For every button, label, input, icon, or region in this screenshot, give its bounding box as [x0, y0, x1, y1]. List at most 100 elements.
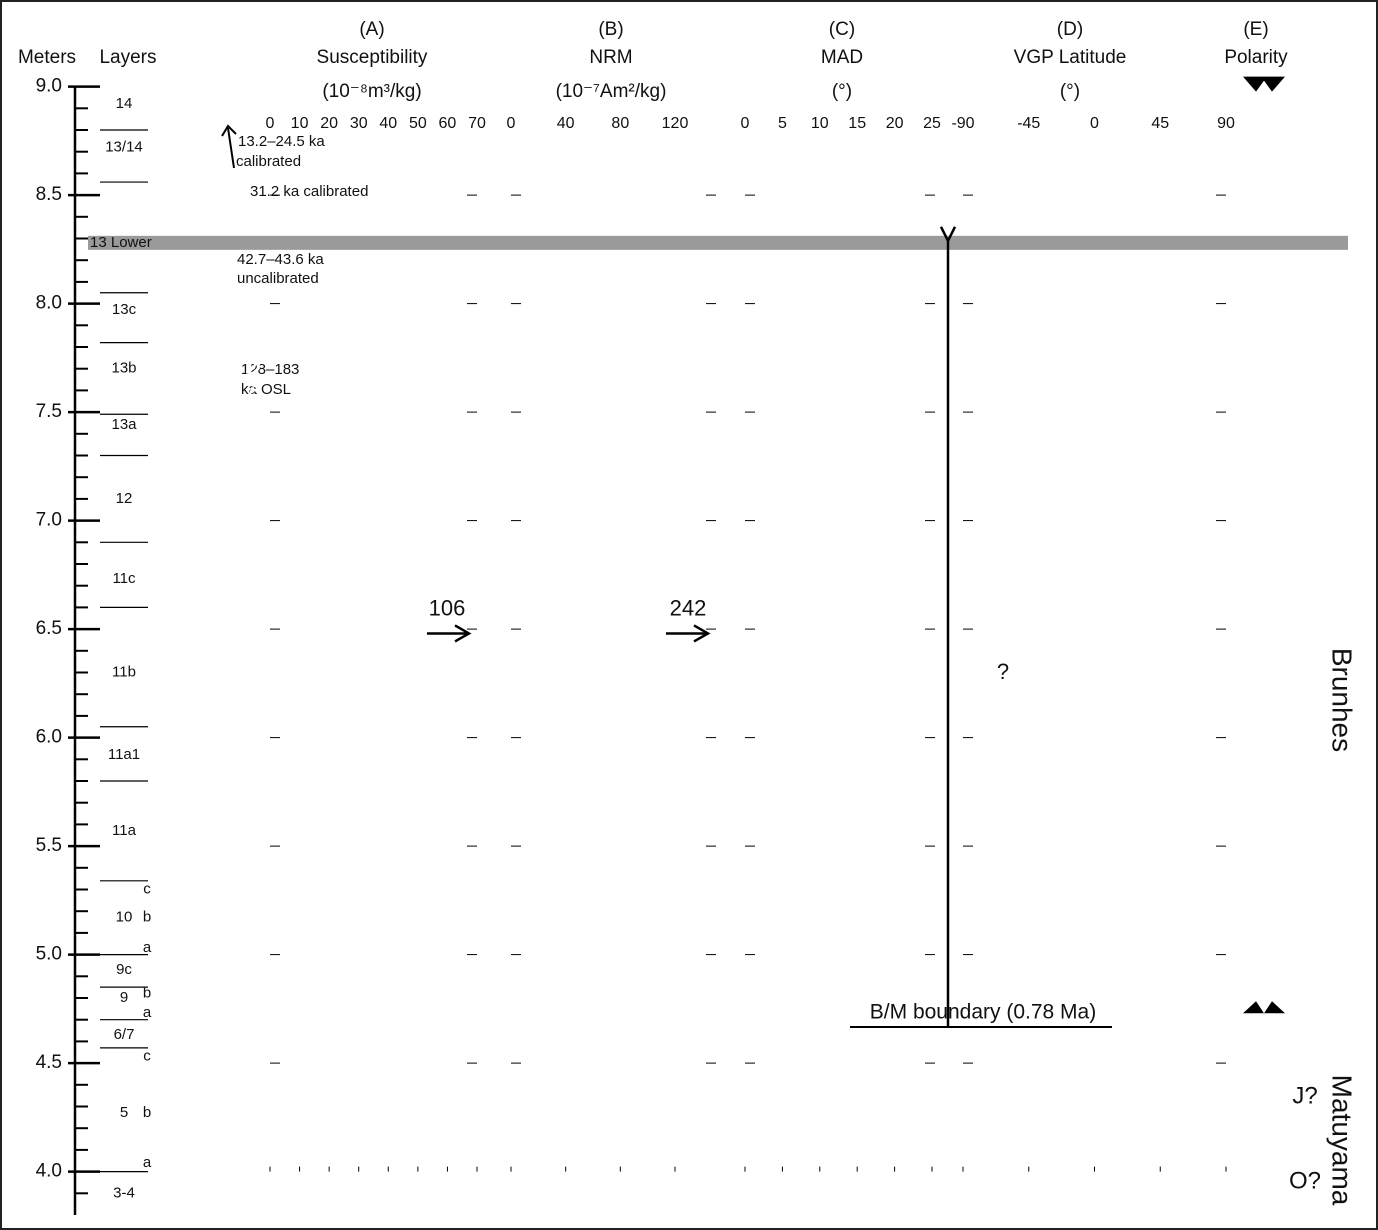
date-note: ka OSL [241, 381, 291, 398]
data-point [1184, 950, 1194, 960]
layer-name: 13/14 [105, 138, 143, 155]
data-point [777, 526, 787, 536]
data-point [785, 707, 795, 717]
data-point [1160, 368, 1170, 378]
data-point [321, 570, 331, 580]
layer-name: 11a1 [108, 746, 140, 763]
depth-tick-label: 8.0 [36, 293, 62, 314]
data-point [1031, 179, 1041, 189]
panel-unit: (°) [1060, 81, 1080, 102]
column-break [1243, 76, 1285, 92]
sublayer-name: c [143, 1048, 151, 1065]
tools-label: Lower Paleolithic tools [244, 361, 265, 568]
data-point [777, 650, 787, 660]
spike-arrow [666, 624, 711, 643]
depth-tick-label: 5.5 [36, 835, 62, 856]
x-tick-label: 0 [507, 115, 516, 132]
date-note: uncalibrated [237, 270, 319, 287]
x-tick-label: 0 [1090, 115, 1099, 132]
data-point [324, 809, 334, 819]
data-point [1163, 396, 1173, 406]
depth-tick-label: 4.5 [36, 1052, 62, 1073]
data-point [533, 830, 543, 840]
data-point [1206, 526, 1216, 536]
data-point [568, 316, 578, 326]
depth-tick-label: 7.5 [36, 401, 62, 422]
date-note: 128–183 [241, 361, 299, 378]
data-point [574, 396, 584, 406]
data-point [800, 793, 810, 803]
data-point [619, 858, 629, 868]
data-point [339, 772, 349, 782]
layer-name: 11a [112, 822, 137, 839]
data-point [574, 103, 584, 113]
data-point [554, 368, 564, 378]
data-point [725, 381, 735, 391]
data-point [822, 158, 832, 168]
data-point [1206, 685, 1216, 695]
data-point [568, 168, 578, 178]
data-point [1014, 158, 1024, 168]
data-point [339, 461, 349, 471]
data-point [1214, 830, 1224, 840]
data-point [770, 982, 780, 992]
data-point [588, 134, 598, 144]
data-point [339, 108, 349, 118]
x-tick-label: 40 [557, 115, 575, 132]
data-point [770, 477, 780, 487]
data-point [327, 559, 337, 569]
data-point [1192, 722, 1202, 732]
data-point [333, 780, 343, 790]
data-point [1177, 305, 1187, 315]
date-note: 13.2–24.5 ka [238, 133, 325, 150]
data-point [595, 793, 605, 803]
data-point [561, 461, 571, 471]
data-point [1016, 168, 1026, 178]
data-point [845, 227, 855, 237]
data-point [540, 108, 550, 118]
data-point [822, 685, 832, 695]
data-point [1019, 628, 1029, 638]
sublayer-name: c [143, 880, 151, 897]
sublayer-name: a [143, 939, 152, 956]
data-point [540, 194, 550, 204]
bm-label: B/M boundary (0.78 Ma) [870, 1001, 1096, 1024]
data-point [547, 158, 557, 168]
data-point [1148, 559, 1158, 569]
data-point [762, 613, 772, 623]
data-point [629, 971, 639, 981]
data-point [404, 158, 414, 168]
x-tick-label: 0 [266, 115, 275, 132]
data-point [1177, 116, 1187, 126]
data-point [822, 494, 832, 504]
data-point [860, 396, 870, 406]
band-label: 13 Lower [90, 234, 152, 251]
data-point [1212, 971, 1222, 981]
data-point [330, 581, 340, 591]
layer-name: 6/7 [114, 1026, 135, 1043]
data-point [1184, 353, 1194, 363]
data-point [602, 722, 612, 732]
data-point [1192, 381, 1202, 391]
data-point [1218, 461, 1228, 471]
data-point [574, 650, 584, 660]
data-point [755, 147, 765, 157]
data-point [1199, 477, 1209, 487]
data-point [845, 179, 855, 189]
data-point [770, 765, 780, 775]
data-point [602, 592, 612, 602]
data-point [609, 477, 619, 487]
data-point [1180, 780, 1190, 790]
data-point [755, 628, 765, 638]
data-point [837, 628, 847, 638]
data-point [330, 793, 340, 803]
data-point [581, 620, 591, 630]
x-tick-label: 30 [350, 115, 368, 132]
data-point [1206, 707, 1216, 717]
x-tick-label: 25 [923, 115, 941, 132]
data-point [755, 997, 765, 1007]
data-point [588, 772, 598, 782]
bm-band [88, 235, 1348, 250]
data-point [588, 685, 598, 695]
